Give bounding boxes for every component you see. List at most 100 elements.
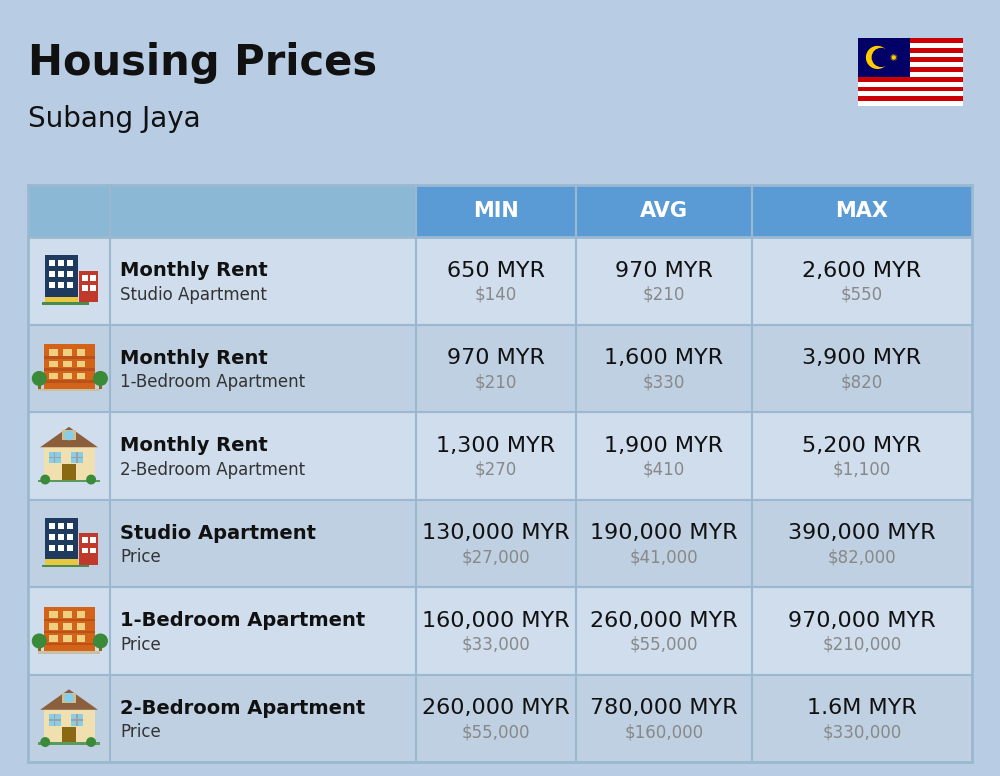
Bar <box>76 714 78 726</box>
Polygon shape <box>40 689 98 710</box>
Text: 260,000 MYR: 260,000 MYR <box>590 611 738 631</box>
Bar <box>58 272 64 277</box>
Bar <box>45 559 78 564</box>
Text: 5,200 MYR: 5,200 MYR <box>802 436 922 456</box>
Bar <box>44 447 94 480</box>
Bar <box>44 356 94 359</box>
Bar <box>49 534 55 540</box>
Circle shape <box>41 738 49 747</box>
Circle shape <box>872 49 890 67</box>
Bar <box>416 674 576 762</box>
Bar <box>38 742 100 745</box>
Polygon shape <box>40 427 98 447</box>
Bar <box>858 68 962 72</box>
Text: 2-Bedroom Apartment: 2-Bedroom Apartment <box>120 461 305 479</box>
Text: 1.6M MYR: 1.6M MYR <box>807 698 917 719</box>
Text: 2,600 MYR: 2,600 MYR <box>802 261 922 281</box>
Text: $33,000: $33,000 <box>462 636 530 653</box>
Bar <box>110 587 416 674</box>
Bar <box>110 412 416 500</box>
Text: Price: Price <box>120 549 161 566</box>
Bar <box>90 548 96 553</box>
Bar <box>58 523 64 528</box>
Bar <box>38 644 41 651</box>
Bar <box>752 324 972 412</box>
Circle shape <box>65 431 73 439</box>
Text: $270: $270 <box>475 461 517 479</box>
Bar <box>45 255 78 302</box>
Bar <box>752 237 972 324</box>
Bar <box>45 518 78 564</box>
Circle shape <box>87 738 95 747</box>
Text: Housing Prices: Housing Prices <box>28 42 377 84</box>
Bar <box>858 57 962 62</box>
Bar <box>28 587 110 674</box>
Bar <box>38 651 100 653</box>
Bar <box>416 587 576 674</box>
Bar <box>858 38 962 43</box>
Text: 3,900 MYR: 3,900 MYR <box>802 348 922 369</box>
Bar <box>49 623 58 630</box>
Text: 2-Bedroom Apartment: 2-Bedroom Apartment <box>120 698 365 718</box>
Circle shape <box>867 47 888 68</box>
Bar <box>79 271 98 302</box>
Bar <box>576 674 752 762</box>
Text: Monthly Rent: Monthly Rent <box>120 348 268 368</box>
Text: 1-Bedroom Apartment: 1-Bedroom Apartment <box>120 373 305 391</box>
Circle shape <box>94 372 107 385</box>
Bar <box>576 185 752 237</box>
Bar <box>49 372 58 379</box>
Text: Monthly Rent: Monthly Rent <box>120 436 268 456</box>
Bar <box>110 185 416 237</box>
Bar <box>99 644 102 651</box>
Bar <box>49 635 58 642</box>
Circle shape <box>32 634 46 648</box>
Bar <box>44 631 94 633</box>
Text: Price: Price <box>120 636 161 653</box>
Bar <box>752 185 972 237</box>
Bar <box>49 452 60 463</box>
Bar <box>58 282 64 289</box>
Text: 260,000 MYR: 260,000 MYR <box>422 698 570 719</box>
Bar <box>858 47 962 53</box>
Bar <box>752 674 972 762</box>
Text: 390,000 MYR: 390,000 MYR <box>788 523 936 543</box>
Bar <box>576 237 752 324</box>
Bar <box>576 500 752 587</box>
Text: 1,900 MYR: 1,900 MYR <box>604 436 724 456</box>
Text: $140: $140 <box>475 286 517 303</box>
Circle shape <box>32 372 46 385</box>
Text: 130,000 MYR: 130,000 MYR <box>422 523 570 543</box>
Bar <box>67 534 73 540</box>
Bar <box>858 77 962 81</box>
Bar <box>67 523 73 528</box>
Bar <box>416 185 576 237</box>
Bar <box>82 275 88 281</box>
Text: 970,000 MYR: 970,000 MYR <box>788 611 936 631</box>
Bar <box>67 272 73 277</box>
Bar <box>858 92 962 96</box>
Bar <box>44 643 94 645</box>
Bar <box>28 324 110 412</box>
Bar <box>62 464 76 480</box>
Bar <box>858 87 962 92</box>
Text: $210: $210 <box>643 286 685 303</box>
Bar <box>42 302 89 304</box>
Bar <box>71 452 83 463</box>
Text: $330: $330 <box>643 373 685 391</box>
Bar <box>44 710 94 742</box>
Bar <box>858 43 962 47</box>
Text: Monthly Rent: Monthly Rent <box>120 262 268 280</box>
Text: 1,300 MYR: 1,300 MYR <box>436 436 556 456</box>
Text: 970 MYR: 970 MYR <box>447 348 545 369</box>
Bar <box>63 623 72 630</box>
Text: $82,000: $82,000 <box>828 549 896 566</box>
Text: $410: $410 <box>643 461 685 479</box>
Circle shape <box>94 634 107 648</box>
Bar <box>49 272 55 277</box>
Bar <box>77 623 85 630</box>
Bar <box>576 324 752 412</box>
Bar <box>858 101 962 106</box>
Bar <box>858 96 962 101</box>
Bar <box>67 545 73 551</box>
